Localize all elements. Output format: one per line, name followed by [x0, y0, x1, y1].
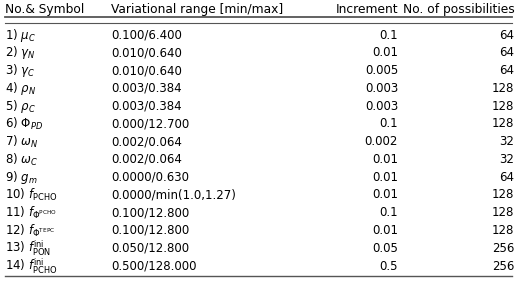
Text: 12) $f_{\Phi^{\mathrm{TEPC}}}$: 12) $f_{\Phi^{\mathrm{TEPC}}}$ [5, 222, 55, 239]
Text: 128: 128 [492, 82, 514, 95]
Text: 0.1: 0.1 [379, 29, 398, 42]
Text: No. of possibilities: No. of possibilities [403, 3, 514, 16]
Text: 14) $f^{\mathrm{ini}}_{\mathrm{PCHO}}$: 14) $f^{\mathrm{ini}}_{\mathrm{PCHO}}$ [5, 256, 57, 276]
Text: 0.002: 0.002 [364, 135, 398, 148]
Text: Increment: Increment [336, 3, 398, 16]
Text: 0.010/0.640: 0.010/0.640 [111, 46, 182, 59]
Text: 0.003/0.384: 0.003/0.384 [111, 82, 182, 95]
Text: 0.002/0.064: 0.002/0.064 [111, 153, 182, 166]
Text: 1) $\mu_C$: 1) $\mu_C$ [5, 27, 36, 44]
Text: 0.002/0.064: 0.002/0.064 [111, 135, 182, 148]
Text: 0.500/128.000: 0.500/128.000 [111, 260, 196, 272]
Text: 128: 128 [492, 224, 514, 237]
Text: 64: 64 [499, 29, 514, 42]
Text: 0.0000/min(1.0,1.27): 0.0000/min(1.0,1.27) [111, 188, 236, 202]
Text: 13) $f^{\mathrm{ini}}_{\mathrm{PON}}$: 13) $f^{\mathrm{ini}}_{\mathrm{PON}}$ [5, 239, 51, 258]
Text: 3) $\gamma_C$: 3) $\gamma_C$ [5, 62, 36, 79]
Text: 64: 64 [499, 46, 514, 59]
Text: 5) $\rho_C$: 5) $\rho_C$ [5, 98, 36, 115]
Text: 0.01: 0.01 [372, 171, 398, 184]
Text: 0.01: 0.01 [372, 153, 398, 166]
Text: 128: 128 [492, 100, 514, 113]
Text: 0.100/6.400: 0.100/6.400 [111, 29, 182, 42]
Text: 32: 32 [499, 153, 514, 166]
Text: 9) $g_m$: 9) $g_m$ [5, 169, 38, 186]
Text: 256: 256 [492, 242, 514, 255]
Text: 2) $\gamma_N$: 2) $\gamma_N$ [5, 45, 36, 62]
Text: 256: 256 [492, 260, 514, 272]
Text: 0.003: 0.003 [365, 100, 398, 113]
Text: 64: 64 [499, 171, 514, 184]
Text: 0.100/12.800: 0.100/12.800 [111, 224, 189, 237]
Text: 0.050/12.800: 0.050/12.800 [111, 242, 189, 255]
Text: 64: 64 [499, 64, 514, 77]
Text: 0.5: 0.5 [379, 260, 398, 272]
Text: 0.05: 0.05 [372, 242, 398, 255]
Text: 0.0000/0.630: 0.0000/0.630 [111, 171, 189, 184]
Text: 0.003/0.384: 0.003/0.384 [111, 100, 182, 113]
Text: 0.01: 0.01 [372, 224, 398, 237]
Text: 0.01: 0.01 [372, 188, 398, 202]
Text: 128: 128 [492, 206, 514, 219]
Text: 8) $\omega_C$: 8) $\omega_C$ [5, 151, 39, 168]
Text: 10) $f_{\mathrm{PCHO}}$: 10) $f_{\mathrm{PCHO}}$ [5, 187, 57, 203]
Text: Variational range [min/max]: Variational range [min/max] [111, 3, 283, 16]
Text: 0.003: 0.003 [365, 82, 398, 95]
Text: 0.1: 0.1 [379, 206, 398, 219]
Text: 32: 32 [499, 135, 514, 148]
Text: No.& Symbol: No.& Symbol [5, 3, 84, 16]
Text: 0.010/0.640: 0.010/0.640 [111, 64, 182, 77]
Text: 128: 128 [492, 117, 514, 130]
Text: 11) $f_{\Phi^{\mathrm{PCHO}}}$: 11) $f_{\Phi^{\mathrm{PCHO}}}$ [5, 205, 57, 221]
Text: 4) $\rho_N$: 4) $\rho_N$ [5, 80, 36, 97]
Text: 6) $\Phi_{PD}$: 6) $\Phi_{PD}$ [5, 116, 43, 132]
Text: 0.1: 0.1 [379, 117, 398, 130]
Text: 128: 128 [492, 188, 514, 202]
Text: 0.100/12.800: 0.100/12.800 [111, 206, 189, 219]
Text: 0.01: 0.01 [372, 46, 398, 59]
Text: 0.000/12.700: 0.000/12.700 [111, 117, 189, 130]
Text: 0.005: 0.005 [365, 64, 398, 77]
Text: 7) $\omega_N$: 7) $\omega_N$ [5, 134, 39, 150]
